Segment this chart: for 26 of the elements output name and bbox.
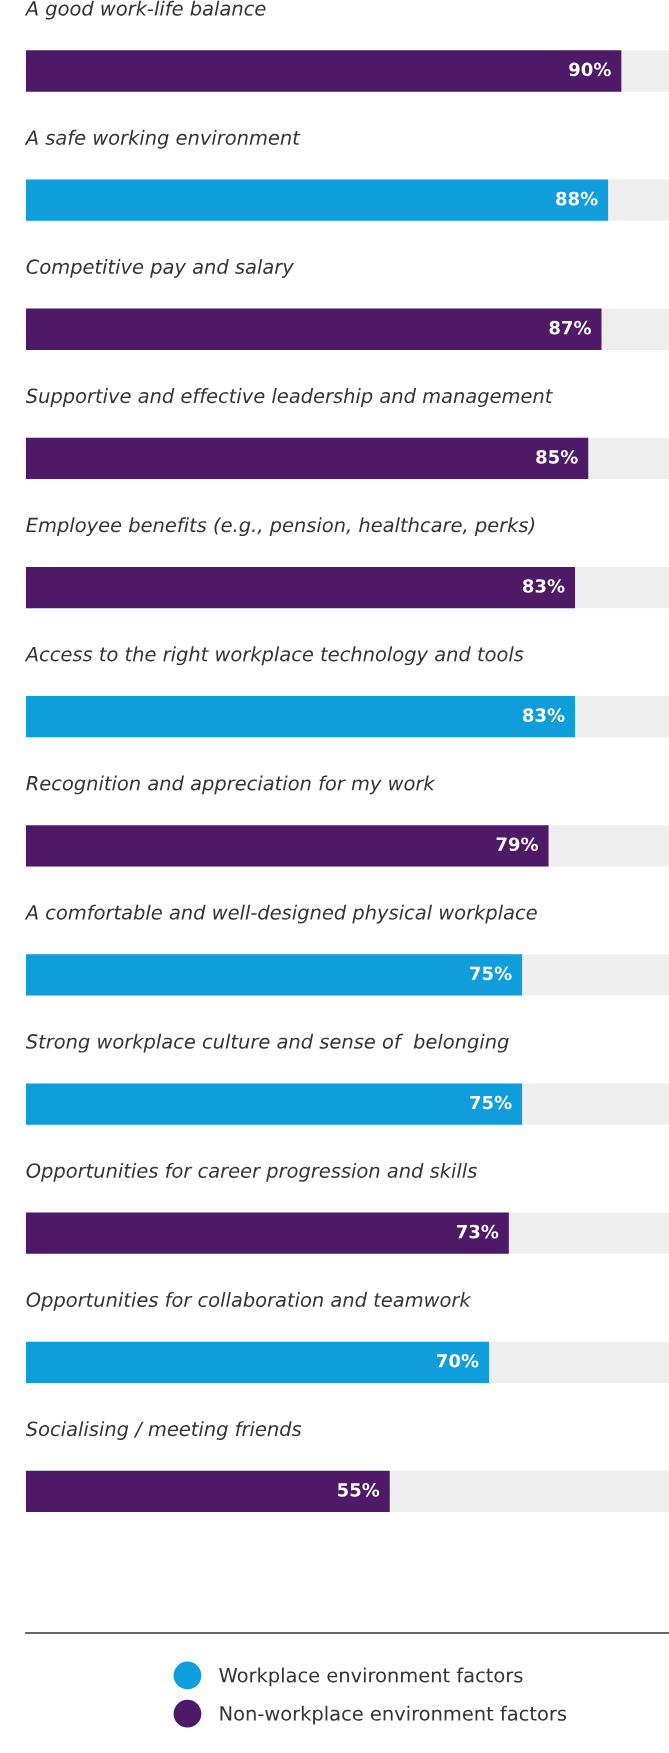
data-label: 83%	[522, 579, 565, 593]
y-tick-label: Opportunities for collaboration and teamwork	[26, 1292, 472, 1311]
data-label: 88%	[556, 191, 598, 206]
y-tick-label: Socialising / meeting friends	[25, 1421, 302, 1440]
y-tick-label: Recognition and appreciation for my work	[26, 775, 436, 795]
data-label: 85%	[536, 449, 578, 464]
data-label: 79%	[496, 837, 539, 852]
y-tick-label: A good work-life balance	[24, 0, 266, 20]
y-tick-label: A safe working environment	[24, 129, 301, 149]
data-label: 75%	[470, 966, 512, 981]
data-label: 75%	[470, 1095, 512, 1110]
data-label: 70%	[437, 1353, 479, 1368]
y-tick-label: A comfortable and well-designed physical workplace	[24, 904, 537, 924]
y-tick-label: Opportunities for career progression and skills	[26, 1162, 477, 1182]
y-tick-label: Strong workplace culture and sense of belonging	[25, 1033, 509, 1053]
y-tick-label: Access to the right workplace technology and tools	[24, 646, 524, 666]
data-label: 73%	[456, 1224, 499, 1239]
data-label: 90%	[569, 62, 611, 77]
legend-label: Non-workplace environment factors	[220, 1705, 567, 1725]
y-tick-label: Competitive pay and salary	[26, 258, 294, 278]
y-tick-label: Employee benefits (e.g., pension, healthcare, perks)	[26, 517, 535, 537]
data-label: 55%	[337, 1483, 380, 1497]
data-label: 83%	[522, 708, 565, 722]
data-label: 87%	[549, 320, 591, 335]
legend-label: Workplace environment factors	[219, 1667, 523, 1687]
y-tick-label: Supportive and effective leadership and management	[25, 388, 553, 407]
